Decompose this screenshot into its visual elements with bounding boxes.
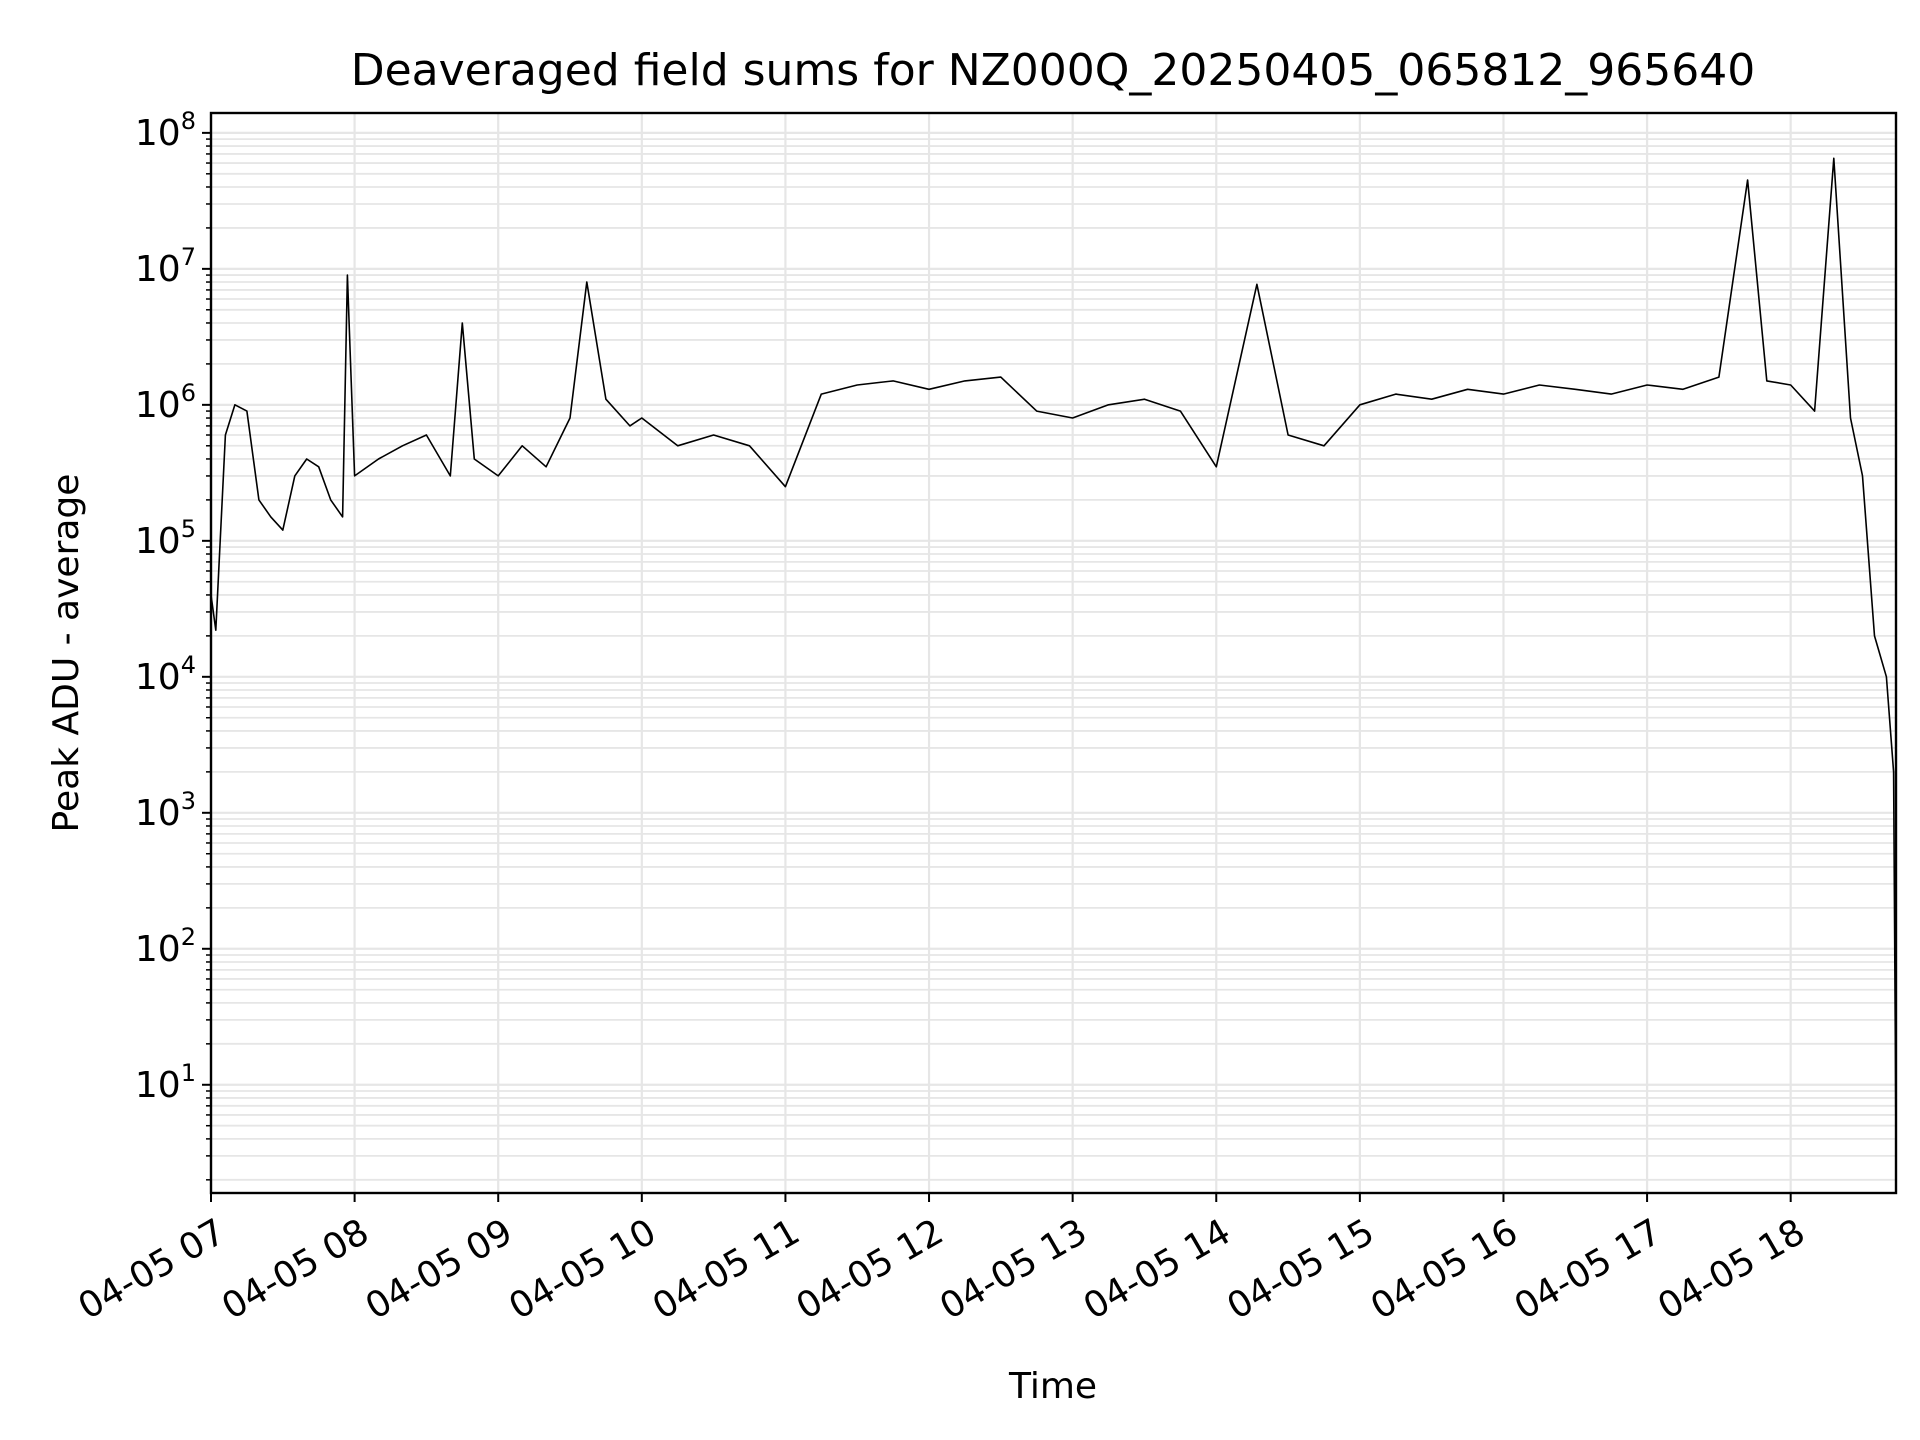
y-tick-label: 101 [135, 1059, 196, 1106]
x-axis-label: Time [1008, 1366, 1097, 1407]
grid [209, 113, 1896, 1193]
series-line [210, 157, 1897, 1147]
chart-title: Deaveraged field sums for NZ000Q_2025040… [351, 45, 1756, 96]
y-tick-label: 106 [135, 379, 196, 426]
series-group [210, 157, 1897, 1147]
y-tick-label: 104 [135, 651, 196, 698]
y-tick-label: 107 [135, 243, 196, 290]
y-tick-label: 102 [135, 923, 196, 970]
y-axis: 101 102 103 104 105 106 107 108 [135, 107, 211, 1181]
plot-frame [209, 111, 1898, 1195]
y-tick-label: 108 [135, 107, 196, 154]
y-tick-label: 103 [135, 787, 196, 834]
y-axis-label: Peak ADU - average [46, 474, 87, 833]
y-tick-label: 105 [135, 515, 196, 562]
